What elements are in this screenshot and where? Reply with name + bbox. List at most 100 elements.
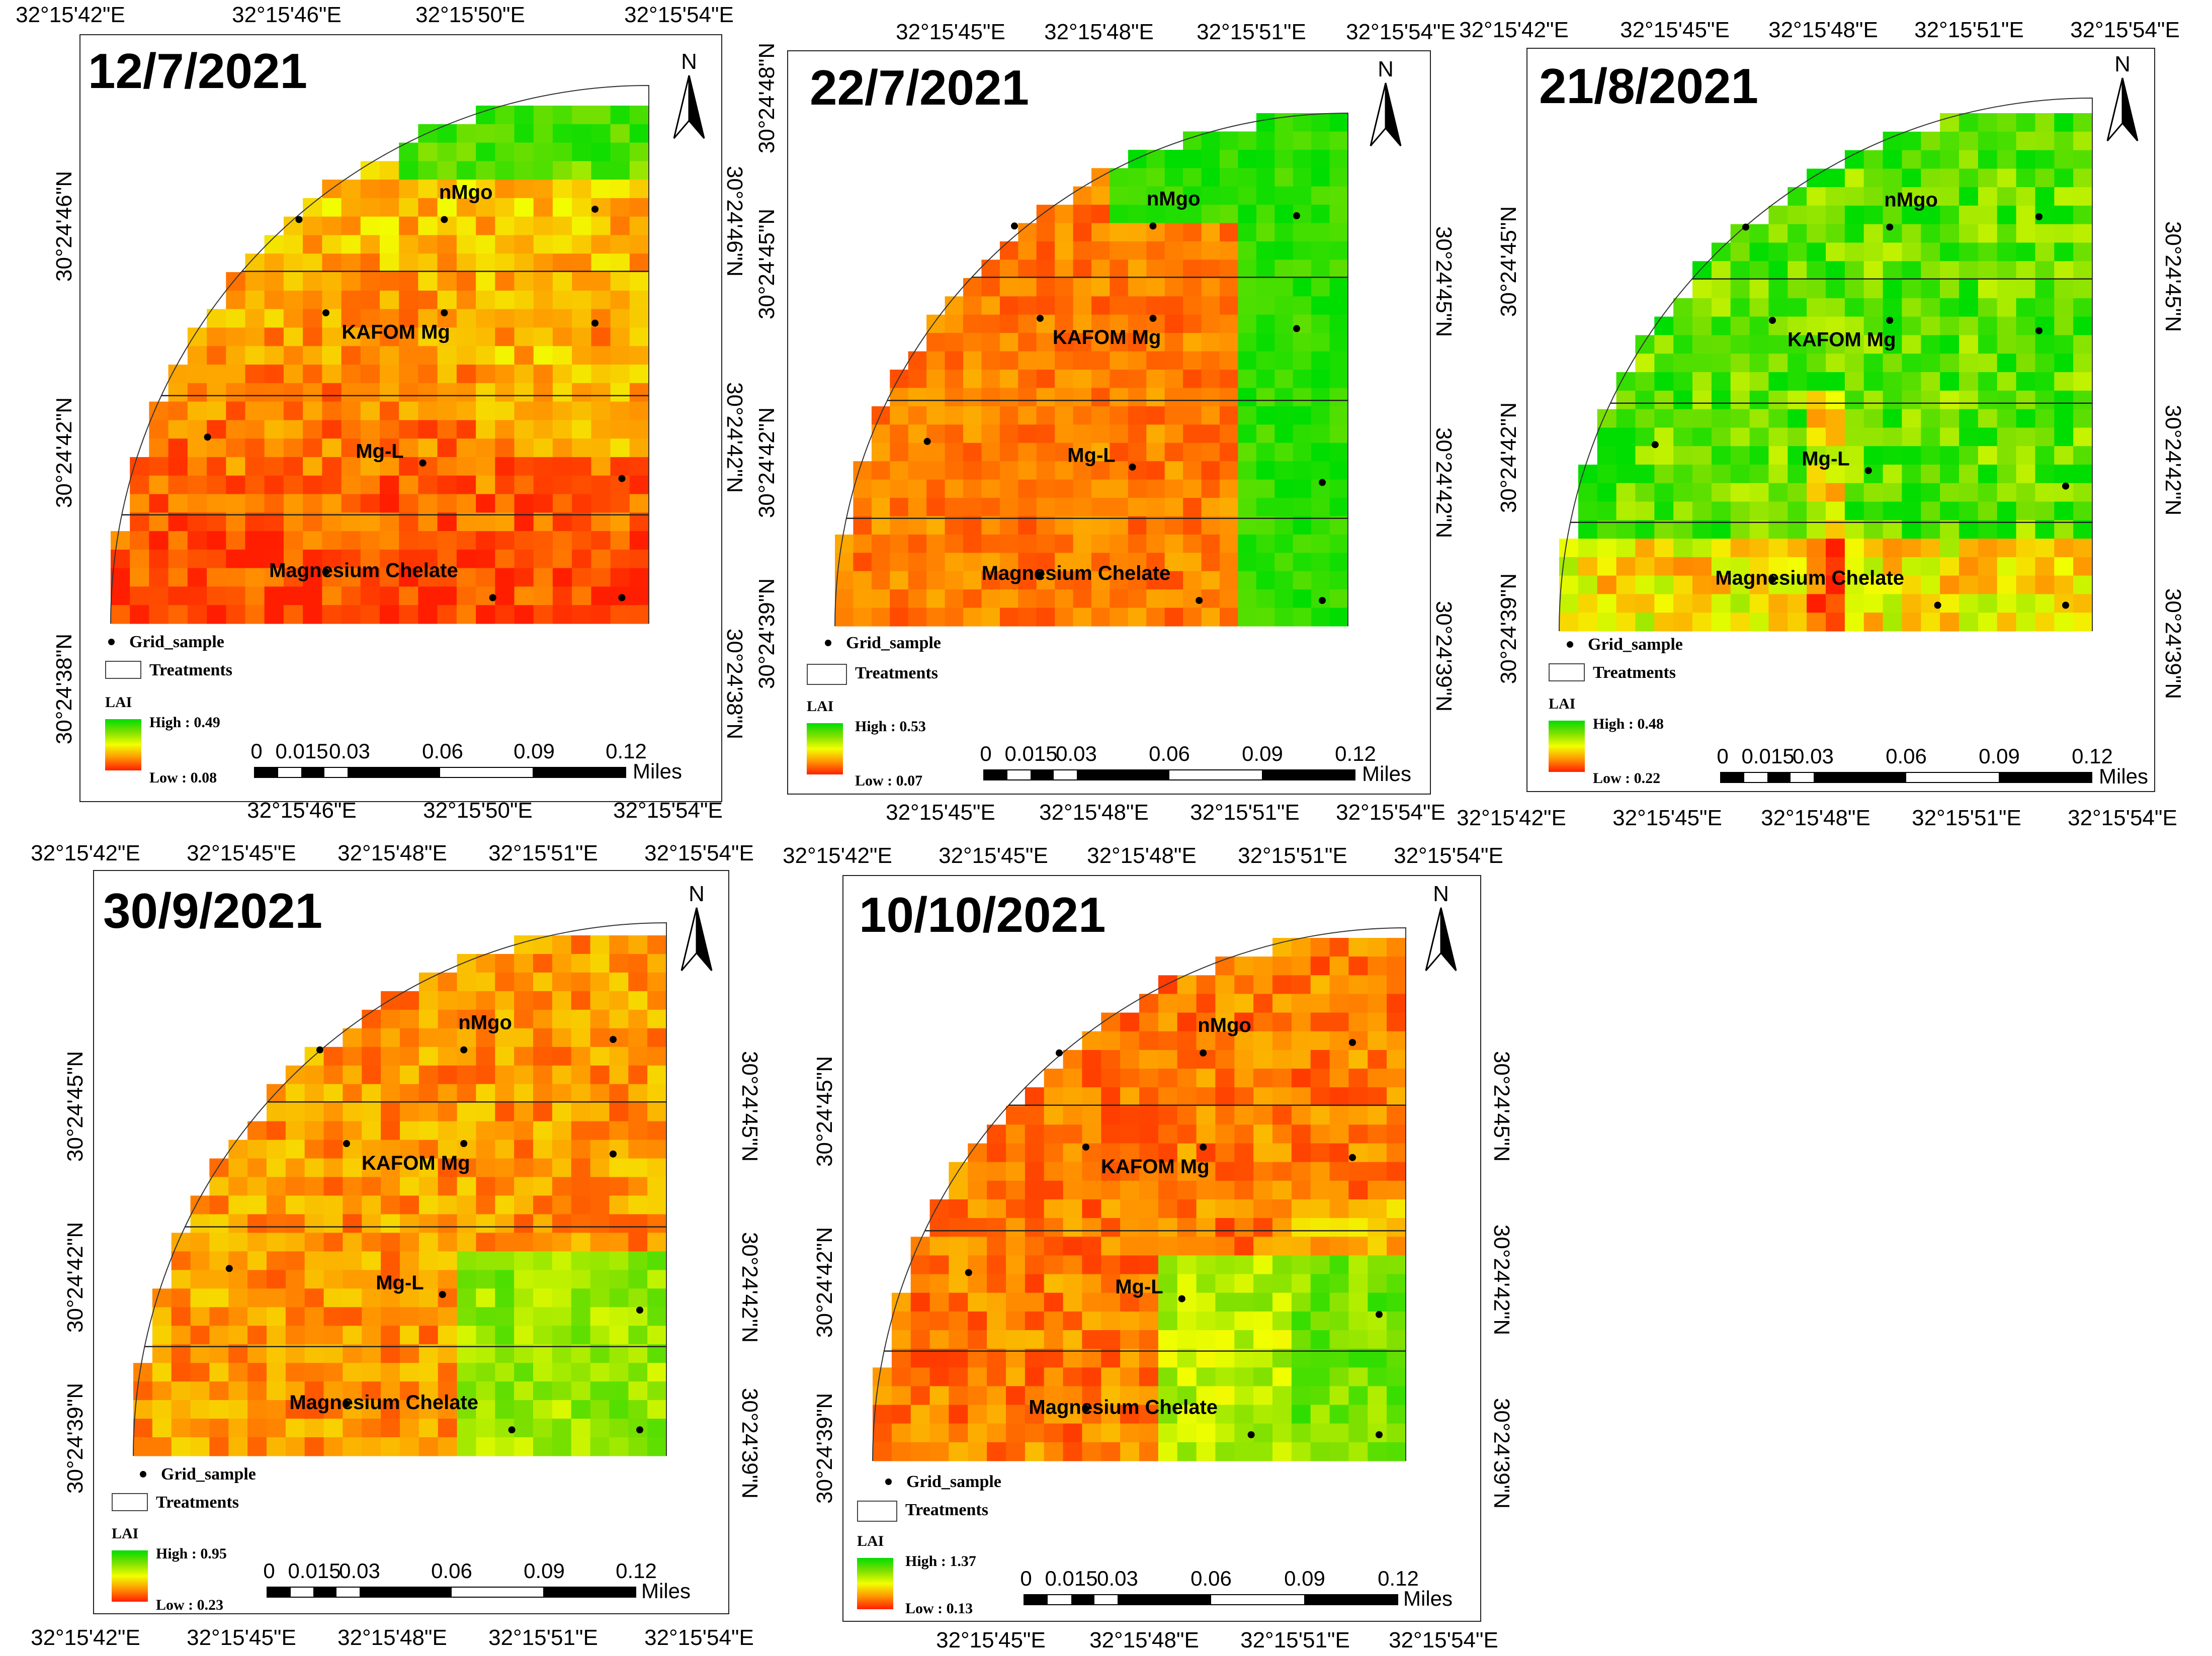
lai-pixel xyxy=(226,586,246,605)
lai-pixel xyxy=(226,420,246,439)
lai-pixel xyxy=(380,586,399,605)
lai-pixel xyxy=(360,549,380,569)
lai-pixel xyxy=(360,290,380,310)
lai-pixel xyxy=(1215,1386,1235,1406)
lai-pixel xyxy=(456,216,476,236)
lai-pixel xyxy=(949,1330,968,1349)
lai-pixel xyxy=(1120,1218,1140,1237)
lai-pixel xyxy=(1177,1442,1197,1461)
lai-pixel xyxy=(360,568,380,587)
lai-pixel xyxy=(1310,956,1330,976)
lai-pixel xyxy=(437,161,457,180)
lai-pixel xyxy=(1215,1442,1235,1461)
lai-pixel xyxy=(149,531,169,550)
lai-pixel xyxy=(476,161,495,180)
lai-pixel xyxy=(1291,1050,1311,1069)
lai-pixel xyxy=(187,457,207,476)
lai-pixel xyxy=(322,401,342,420)
lai-pixel xyxy=(130,549,149,569)
lai-low: Low : 0.13 xyxy=(905,1600,973,1617)
lai-pixel xyxy=(283,439,303,458)
lai-pixel xyxy=(1348,1050,1368,1069)
lai-pixel xyxy=(1387,1274,1406,1293)
lai-pixel xyxy=(341,494,361,513)
lai-pixel xyxy=(437,531,457,550)
lai-pixel xyxy=(1196,1423,1216,1443)
lai-pixel xyxy=(226,494,246,513)
lai-pixel xyxy=(1348,1199,1368,1218)
lai-pixel xyxy=(399,420,418,439)
scale-tick: 0 xyxy=(1020,1566,1032,1590)
lai-pixel xyxy=(1215,1330,1235,1349)
lai-pixel xyxy=(476,549,495,569)
lai-pixel xyxy=(1272,1386,1292,1406)
lai-pixel xyxy=(226,327,246,346)
lai-pixel xyxy=(303,253,322,273)
lai-pixel xyxy=(322,365,342,384)
lai-pixel xyxy=(1215,1255,1235,1275)
lai-pixel xyxy=(1310,994,1330,1013)
lai-pixel xyxy=(1253,1162,1273,1181)
lai-pixel xyxy=(456,586,476,605)
lai-pixel xyxy=(1329,1292,1349,1312)
lai-pixel xyxy=(245,457,265,476)
lai-pixel xyxy=(476,401,495,420)
lai-pixel xyxy=(149,439,169,458)
zone-label: Mg-L xyxy=(1115,1276,1163,1298)
top-lon-label: 32°15'42"E xyxy=(16,3,125,27)
lai-pixel xyxy=(1253,956,1273,976)
lai-pixel xyxy=(437,198,457,217)
lai-pixel xyxy=(322,253,342,273)
lai-pixel xyxy=(1063,1255,1083,1275)
lai-pixel xyxy=(1177,1050,1197,1069)
lai-pixel xyxy=(130,512,149,532)
grid-sample-point xyxy=(1376,1431,1383,1438)
lai-pixel xyxy=(360,180,380,199)
lai-pixel xyxy=(1120,1031,1140,1051)
lai-pixel xyxy=(360,253,380,273)
lai-pixel xyxy=(341,216,361,236)
lai-pixel xyxy=(418,180,438,199)
lai-pixel xyxy=(456,605,476,624)
lai-pixel xyxy=(245,475,265,495)
lai-pixel xyxy=(418,346,438,365)
lai-pixel xyxy=(187,439,207,458)
lai-pixel xyxy=(456,253,476,273)
lai-pixel xyxy=(1139,1237,1159,1256)
lai-pixel xyxy=(207,586,226,605)
lai-pixel xyxy=(437,383,457,402)
lai-pixel xyxy=(1006,1311,1026,1331)
lai-pixel xyxy=(1272,1423,1292,1443)
lai-pixel xyxy=(1044,1124,1064,1144)
lai-pixel xyxy=(1177,1180,1197,1200)
lai-pixel xyxy=(1368,1386,1387,1406)
lai-pixel xyxy=(1272,994,1292,1013)
lai-pixel xyxy=(437,568,457,587)
lai-pixel xyxy=(207,568,226,587)
lai-pixel xyxy=(418,161,438,180)
lai-pixel xyxy=(1120,1106,1140,1125)
lai-pixel xyxy=(111,605,130,624)
lai-pixel xyxy=(949,1199,968,1218)
lai-pixel xyxy=(1291,994,1311,1013)
lai-pixel xyxy=(456,494,476,513)
lai-pixel xyxy=(418,531,438,550)
lai-pixel xyxy=(1310,1162,1330,1181)
lai-pixel xyxy=(1082,1311,1101,1331)
lai-pixel xyxy=(418,309,438,328)
lai-pixel xyxy=(1272,1405,1292,1424)
lai-pixel xyxy=(1329,1031,1349,1051)
lai-pixel xyxy=(149,512,169,532)
lai-pixel xyxy=(1291,1311,1311,1331)
lai-pixel xyxy=(873,1367,892,1386)
lai-pixel xyxy=(283,383,303,402)
lai-pixel xyxy=(1387,1087,1406,1106)
lai-pixel xyxy=(987,1274,1006,1293)
lai-pixel xyxy=(1025,1423,1045,1443)
lai-pixel xyxy=(1272,1330,1292,1349)
lai-pixel xyxy=(1310,1012,1330,1032)
lai-pixel xyxy=(1215,1199,1235,1218)
lai-pixel xyxy=(322,198,342,217)
lai-pixel xyxy=(891,1423,911,1443)
lai-pixel xyxy=(437,401,457,420)
